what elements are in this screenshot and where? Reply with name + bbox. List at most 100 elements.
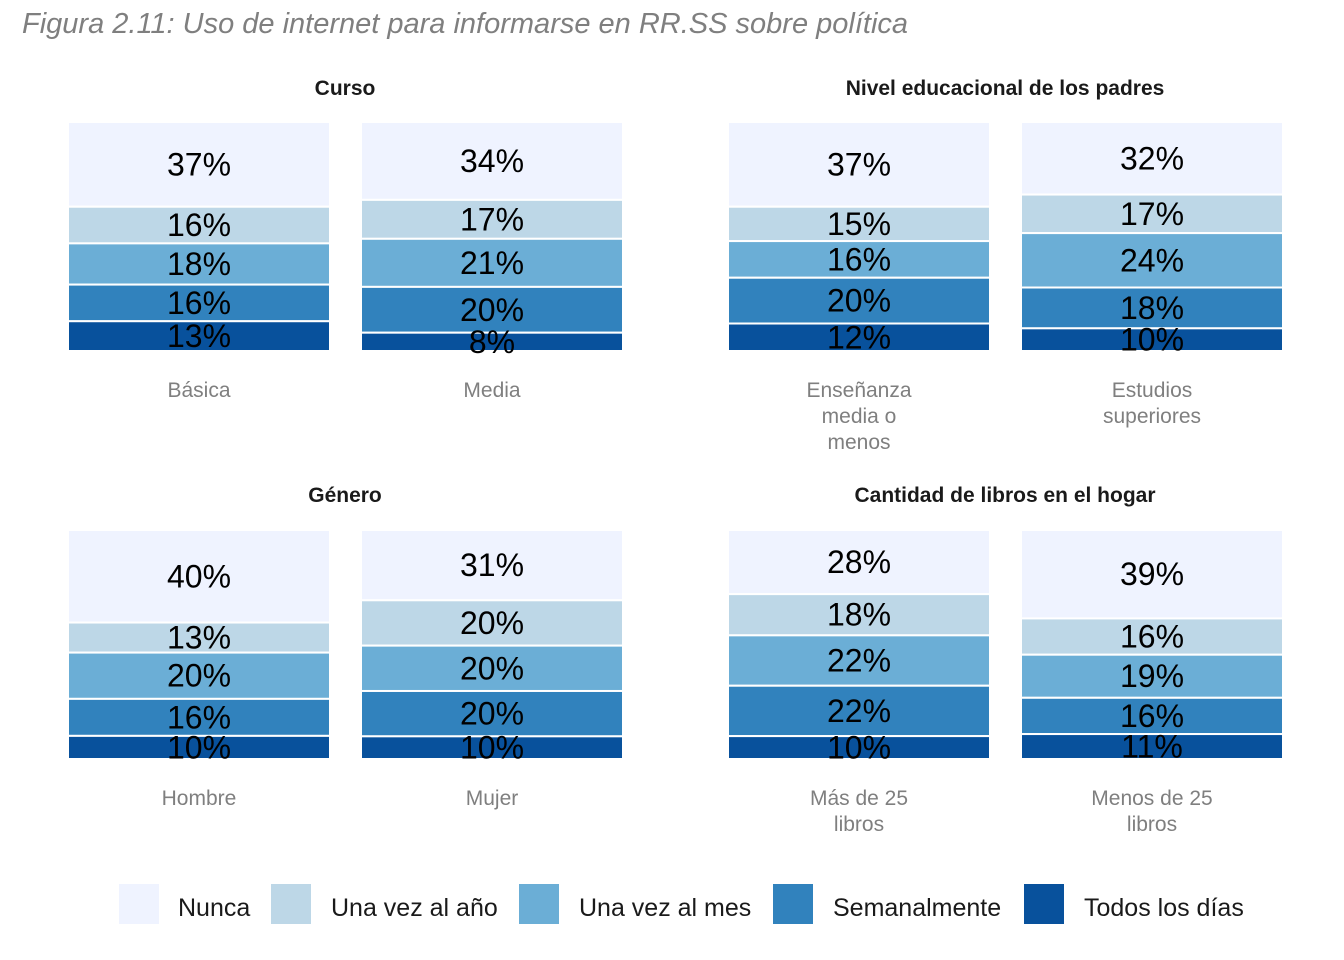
segment-semanalmente: [727, 276, 991, 325]
data-label: 19%: [1120, 658, 1184, 694]
segment-todos-los-dias: [1020, 733, 1284, 760]
segment-semanalmente: [360, 285, 624, 334]
data-label: 13%: [167, 318, 231, 354]
data-label: 16%: [167, 285, 231, 321]
category-label: Enseñanza media o menos: [806, 379, 911, 454]
segment-todos-los-dias: [360, 735, 624, 760]
bar-ensenanza-media-o-menos: 37% 15%16% 20%12%: [727, 121, 991, 355]
legend-swatch: [271, 884, 311, 924]
category-label: Menos de 25 libros: [1091, 787, 1212, 836]
bar-media: 34% 17% 21% 20%8%: [360, 121, 624, 360]
data-label: 10%: [827, 730, 891, 766]
page-title: Figura 2.11: Uso de internet para inform…: [22, 8, 909, 40]
bar-hombre: 40% 13%20% 16%10%: [67, 529, 331, 765]
data-label: 15%: [827, 206, 891, 242]
category-label: Más de 25 libros: [810, 787, 908, 836]
segment-semanalmente: [67, 697, 331, 737]
legend-label: Nunca: [178, 894, 250, 922]
facet-curso: Curso37%16%18%16%13%Básica34%17%21%20%8%…: [67, 77, 624, 402]
segment-nunca: [1020, 121, 1284, 196]
legend-item-una-vez-al-ano: Una vez al año: [271, 884, 498, 924]
data-label: 11%: [1121, 729, 1183, 765]
data-label: 10%: [460, 730, 524, 766]
segment-todos-los-dias: [360, 331, 624, 352]
data-label: 13%: [167, 620, 231, 656]
data-label: 28%: [827, 544, 891, 580]
data-label: 24%: [1120, 242, 1184, 278]
legend-swatch: [119, 884, 159, 924]
bar-basica: 37%16%18%16%13%: [67, 121, 331, 354]
data-label: 16%: [1120, 698, 1184, 734]
segment-todos-los-dias: [727, 322, 991, 352]
segment-una-vez-al-mes: [67, 242, 331, 286]
segment-todos-los-dias: [727, 735, 991, 760]
segment-una-vez-al-mes: [67, 651, 331, 700]
segment-todos-los-dias: [67, 320, 331, 353]
segment-nunca: [727, 121, 991, 208]
legend-swatch: [773, 884, 813, 924]
data-label: 12%: [827, 319, 891, 355]
segment-una-vez-al-mes: [360, 237, 624, 288]
legend-label: Una vez al mes: [579, 894, 751, 922]
bar-mas-de-25-libros: 28%18%22%22%10%: [727, 529, 991, 766]
legend-label: Todos los días: [1084, 894, 1244, 922]
facet-nivel-educacional-de-los-padres: Nivel educacional de los padres 37% 15%16%…: [727, 77, 1284, 454]
data-label: 18%: [1120, 290, 1184, 326]
facet-title: Cantidad de libros en el hogar: [854, 484, 1155, 507]
segment-semanalmente: [360, 689, 624, 738]
segment-semanalmente: [1020, 286, 1284, 330]
data-label: 18%: [167, 246, 231, 282]
bar-menos-de-25-libros: 39%16%19%16%11%: [1020, 529, 1284, 765]
segment-todos-los-dias: [67, 734, 331, 761]
data-label: 8%: [469, 324, 515, 360]
data-label: 21%: [460, 245, 524, 281]
data-label: 10%: [167, 729, 231, 765]
segment-una-vez-al-mes: [1020, 653, 1284, 699]
segment-nunca: [727, 529, 991, 596]
data-label: 37%: [827, 146, 891, 182]
segment-una-vez-al-ano: [360, 198, 624, 240]
legend-swatch: [519, 884, 559, 924]
data-label: 39%: [1120, 556, 1184, 592]
legend-label: Semanalmente: [833, 894, 1001, 922]
category-label: Estudios superiores: [1103, 379, 1201, 428]
data-label: 37%: [167, 146, 231, 182]
legend-item-nunca: Nunca: [119, 884, 250, 924]
facet-cantidad-de-libros-en-el-hogar: Cantidad de libros en el hogar 28% 18% 22% 2…: [727, 484, 1284, 836]
category-label: Hombre: [162, 787, 237, 810]
segment-nunca: [67, 529, 331, 624]
data-label: 18%: [827, 597, 891, 633]
segment-una-vez-al-ano: [727, 593, 991, 637]
segment-nunca: [67, 121, 331, 208]
data-label: 32%: [1120, 140, 1184, 176]
bar-mujer: 31%20%20%20%10%: [360, 529, 624, 766]
data-label: 20%: [827, 283, 891, 319]
category-label: Mujer: [466, 787, 519, 810]
data-label: 20%: [460, 605, 524, 641]
facet-title: Curso: [315, 77, 376, 100]
data-label: 20%: [460, 696, 524, 732]
segment-todos-los-dias: [1020, 327, 1284, 352]
data-label: 16%: [167, 699, 231, 735]
data-label: 20%: [460, 650, 524, 686]
data-label: 16%: [1120, 619, 1184, 655]
segment-nunca: [1020, 529, 1284, 620]
segment-una-vez-al-mes: [727, 240, 991, 279]
segment-una-vez-al-ano: [1020, 617, 1284, 656]
segment-una-vez-al-ano: [360, 599, 624, 647]
data-label: 17%: [460, 201, 524, 237]
facet-title: Género: [308, 484, 382, 507]
data-label: 16%: [827, 241, 891, 277]
data-label: 20%: [460, 292, 524, 328]
legend-label: Una vez al año: [331, 894, 498, 922]
bar-estudios-superiores: 32% 17% 24% 18%10%: [1020, 121, 1284, 358]
segment-una-vez-al-ano: [67, 205, 331, 245]
legend-item-semanalmente: Semanalmente: [773, 884, 1001, 924]
data-label: 40%: [167, 558, 231, 594]
data-label: 34%: [460, 143, 524, 179]
data-label: 31%: [460, 547, 524, 583]
legend-item-una-vez-al-mes: Una vez al mes: [519, 884, 751, 924]
facet-title: Nivel educacional de los padres: [846, 77, 1165, 100]
data-label: 22%: [827, 693, 891, 729]
